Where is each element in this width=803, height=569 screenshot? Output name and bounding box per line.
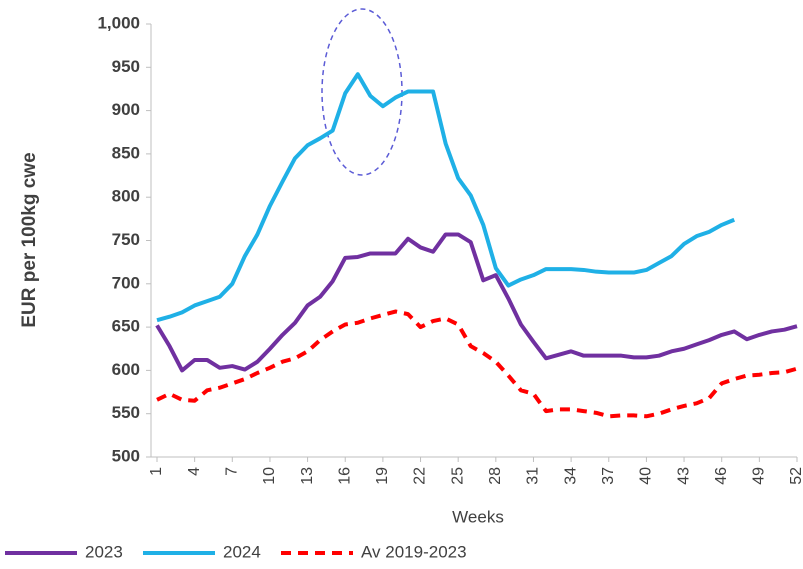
x-tick-label: 7 <box>224 467 241 476</box>
y-tick-label: 900 <box>112 100 140 119</box>
y-tick-label: 650 <box>112 317 140 336</box>
x-tick-label: 52 <box>788 467 803 485</box>
x-tick-label: 10 <box>261 467 278 485</box>
x-tick-label: 37 <box>600 467 617 485</box>
y-tick-label: 850 <box>112 143 140 162</box>
y-tick-label: 700 <box>112 273 140 292</box>
y-axis-label: EUR per 100kg cwe <box>19 152 40 327</box>
x-tick-label: 49 <box>751 467 768 485</box>
x-tick-label: 28 <box>487 467 504 485</box>
y-tick-label: 750 <box>112 230 140 249</box>
y-tick-label: 800 <box>112 187 140 206</box>
x-tick-label: 40 <box>638 467 655 485</box>
x-tick-label: 16 <box>336 467 353 485</box>
series-line <box>155 232 798 373</box>
x-tick-label: 25 <box>449 467 466 485</box>
x-tick-label: 19 <box>374 467 391 485</box>
x-tick-label: 1 <box>148 467 165 476</box>
x-tick-label: 43 <box>675 467 692 485</box>
y-tick-label: 950 <box>112 57 140 76</box>
x-tick-label: 34 <box>562 467 579 485</box>
x-tick-label: 13 <box>299 467 316 485</box>
y-tick-label: 500 <box>112 446 140 465</box>
y-tick-label: 600 <box>112 360 140 379</box>
y-tick-label: 550 <box>112 403 140 422</box>
legend-label: 2023 <box>85 542 123 561</box>
highlight-ellipse <box>321 8 403 176</box>
x-tick-label: 4 <box>186 467 203 476</box>
y-tick-label: 1,000 <box>97 13 140 32</box>
series-line <box>156 72 736 323</box>
x-tick-label: 22 <box>412 467 429 485</box>
x-tick-label: 46 <box>713 467 730 485</box>
x-axis-label: Weeks <box>452 507 504 526</box>
legend-label: Av 2019-2023 <box>361 542 467 561</box>
x-tick-label: 31 <box>525 467 542 485</box>
legend-label: 2024 <box>223 542 261 561</box>
